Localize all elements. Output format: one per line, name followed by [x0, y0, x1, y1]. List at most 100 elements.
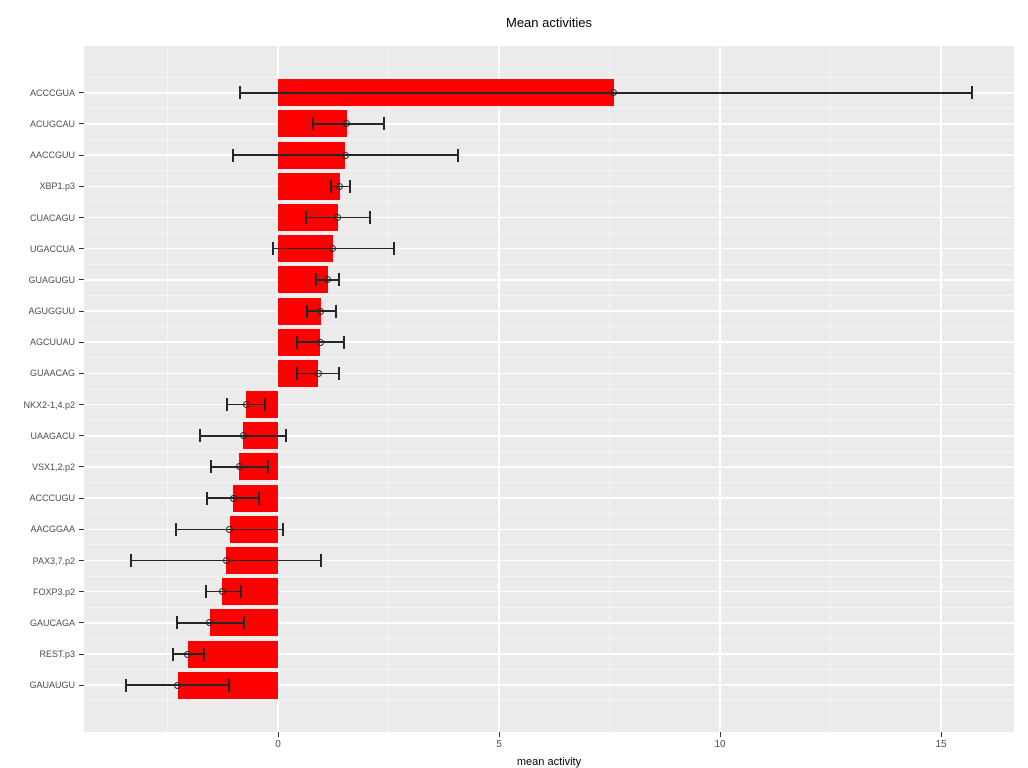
x-tick-label: 0 [275, 739, 281, 750]
error-bar-cap-low [204, 585, 207, 599]
error-bar-cap-low [205, 491, 208, 505]
y-tick-mark [79, 123, 84, 125]
y-tick-mark [79, 622, 84, 624]
mean-point-marker [314, 369, 322, 377]
error-bar-cap-high [971, 86, 973, 100]
y-tick-mark [79, 466, 84, 468]
mean-point-marker [334, 214, 342, 221]
y-gridline-minor [84, 294, 1014, 296]
y-tick-label: GAUCAGA [29, 617, 75, 628]
y-gridline-major [84, 372, 1014, 375]
error-bar-cap-low [231, 148, 234, 162]
y-gridline-minor [84, 170, 1014, 172]
error-bar-cap-high [342, 335, 345, 349]
error-bar-cap-low [312, 117, 315, 131]
y-tick-label: UGACCUA [29, 243, 75, 254]
error-bar-cap-high [348, 179, 351, 193]
y-gridline-major [84, 185, 1014, 188]
y-tick-mark [79, 404, 84, 406]
x-tick-mark [940, 732, 942, 737]
error-bar-cap-high [368, 211, 371, 224]
x-axis-title: mean activity [516, 756, 582, 768]
error-bar-cap-low [199, 429, 202, 443]
error-bar-cap-low [329, 179, 332, 193]
y-tick-label: AACGGAA [30, 524, 75, 535]
y-gridline-major [84, 466, 1014, 468]
y-gridline-minor [84, 575, 1014, 577]
y-tick-label: UAAGACU [30, 430, 75, 441]
error-bar-cap-low [296, 366, 299, 380]
y-tick-mark [79, 279, 84, 281]
y-gridline-minor [84, 263, 1014, 265]
y-tick-mark [79, 684, 84, 686]
mean-point-marker [174, 681, 182, 689]
error-bar-cap-low [315, 273, 318, 287]
x-tick-mark [719, 732, 721, 737]
error-bar-cap-low [296, 335, 299, 349]
error-bar-cap-high [227, 678, 230, 692]
y-gridline-major [84, 528, 1014, 531]
error-bar-cap-high [382, 117, 385, 131]
y-gridline-major [84, 341, 1014, 343]
y-gridline-major [84, 497, 1014, 499]
y-gridline-minor [84, 76, 1014, 78]
y-gridline-minor [84, 388, 1014, 390]
error-bar-cap-high [456, 148, 459, 162]
y-tick-mark [79, 560, 84, 561]
y-tick-label: CUACAGU [29, 212, 75, 223]
mean-point-marker [324, 276, 332, 284]
mean-point-marker [336, 182, 344, 190]
y-tick-label: GUAGUGU [28, 274, 75, 285]
y-gridline-minor [84, 700, 1014, 702]
y-tick-mark [79, 497, 84, 499]
mean-point-marker [317, 307, 325, 315]
y-gridline-minor [84, 450, 1014, 452]
error-bar-cap-high [267, 460, 270, 474]
y-tick-mark [79, 528, 84, 530]
error-bar-cap-high [338, 366, 341, 380]
x-tick-mark [277, 732, 279, 737]
x-tick-label: 5 [496, 739, 502, 750]
error-bar-cap-low [124, 678, 127, 692]
y-gridline-major [84, 403, 1014, 406]
y-tick-label: AACCGUU [29, 150, 75, 161]
error-bar-cap-low [304, 211, 307, 224]
y-tick-label: ACUGCAU [29, 118, 75, 129]
y-tick-mark [79, 310, 84, 312]
y-gridline-minor [84, 606, 1014, 608]
y-tick-label: PAX3,7.p2 [32, 555, 75, 566]
y-gridline-major [84, 435, 1014, 437]
error-bar-cap-low [129, 554, 132, 567]
y-gridline-major [84, 684, 1014, 686]
error-bar-cap-high [338, 273, 341, 287]
y-tick-label: VSX1,2.p2 [31, 461, 75, 472]
error-bar-cap-low [226, 398, 229, 412]
mean-point-marker [235, 463, 243, 471]
y-gridline-minor [84, 357, 1014, 359]
y-gridline-minor [84, 201, 1014, 203]
error-bar-cap-low [171, 647, 174, 661]
error-bar-cap-high [392, 242, 395, 256]
y-tick-mark [79, 248, 84, 250]
y-gridline-major [84, 123, 1014, 125]
error-bar-cap-high [258, 491, 261, 505]
y-gridline-minor [84, 107, 1014, 109]
y-gridline-minor [84, 419, 1014, 421]
x-tick-mark [498, 732, 500, 737]
y-tick-mark [79, 591, 84, 593]
y-tick-label: AGCUUAU [29, 337, 75, 348]
y-tick-mark [79, 154, 84, 156]
chart-title: Mean activities [506, 15, 592, 30]
y-tick-label: GUAACAG [29, 368, 75, 379]
y-tick-mark [79, 92, 84, 94]
error-bar-cap-low [209, 460, 212, 474]
y-tick-label: NKX2-1,4.p2 [23, 399, 75, 410]
y-tick-mark [79, 653, 84, 655]
mean-point-marker [229, 494, 237, 502]
y-gridline-major [84, 247, 1014, 250]
error-bar-cap-high [334, 304, 337, 318]
y-tick-mark [79, 341, 84, 343]
y-tick-label: ACCCUGU [29, 493, 75, 504]
plot-panel [84, 46, 1014, 732]
